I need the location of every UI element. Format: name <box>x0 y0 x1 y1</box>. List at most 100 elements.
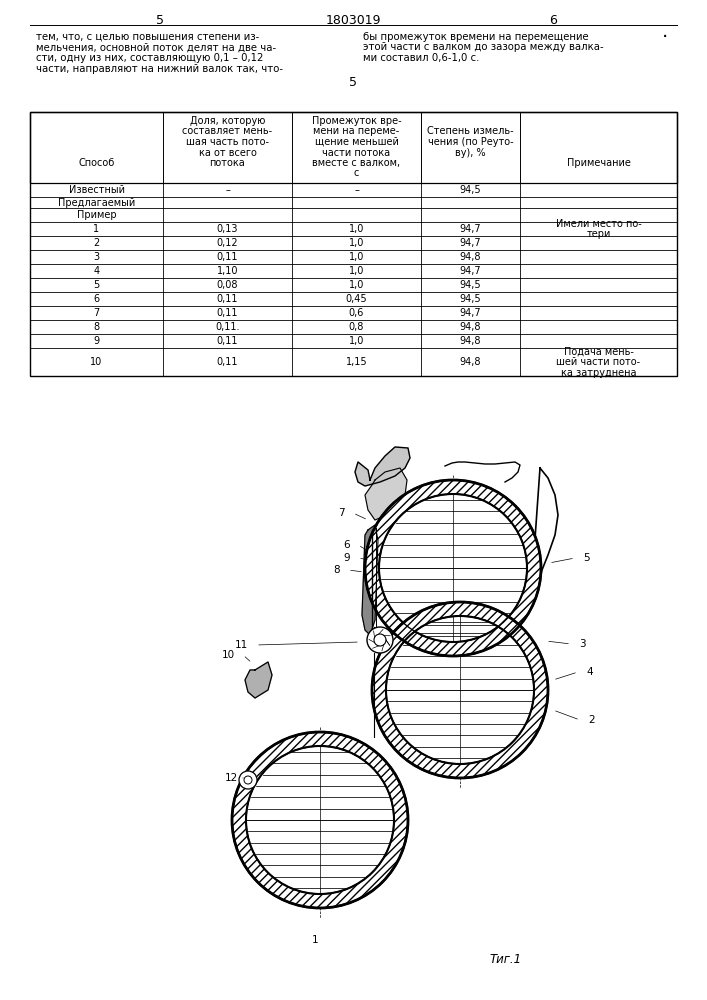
Text: чения (по Реуто-: чения (по Реуто- <box>428 137 513 147</box>
Circle shape <box>374 634 386 646</box>
Text: 2: 2 <box>93 238 100 248</box>
Text: 8: 8 <box>334 565 340 575</box>
Text: 94,7: 94,7 <box>460 238 481 248</box>
Text: 8: 8 <box>93 322 100 332</box>
Text: 94,5: 94,5 <box>460 280 481 290</box>
Text: 1,0: 1,0 <box>349 266 364 276</box>
Text: 12: 12 <box>225 773 238 783</box>
Text: 0,45: 0,45 <box>346 294 368 304</box>
Text: 1,15: 1,15 <box>346 357 368 367</box>
Text: части потока: части потока <box>322 147 390 157</box>
Text: 7: 7 <box>93 308 100 318</box>
Text: 0,13: 0,13 <box>217 224 238 234</box>
Text: бы промежуток времени на перемещение: бы промежуток времени на перемещение <box>363 32 589 42</box>
Text: тери: тери <box>586 229 611 239</box>
Circle shape <box>246 746 394 894</box>
Text: ка затруднена: ка затруднена <box>561 367 636 377</box>
Text: щение меньшей: щение меньшей <box>315 137 399 147</box>
Text: ·: · <box>662 28 668 47</box>
Text: 10: 10 <box>90 357 103 367</box>
Text: части, направляют на нижний валок так, что-: части, направляют на нижний валок так, ч… <box>36 64 283 74</box>
Text: 4: 4 <box>93 266 100 276</box>
Text: 0,11: 0,11 <box>217 308 238 318</box>
Text: –: – <box>225 185 230 195</box>
Text: Степень измель-: Степень измель- <box>427 126 514 136</box>
Text: мени на переме-: мени на переме- <box>313 126 399 136</box>
Text: 5: 5 <box>93 280 100 290</box>
Text: 0,11.: 0,11. <box>215 322 240 332</box>
Text: ми составил 0,6-1,0 с.: ми составил 0,6-1,0 с. <box>363 53 479 63</box>
Text: шей части пото-: шей части пото- <box>556 357 641 367</box>
Text: 9: 9 <box>344 553 350 563</box>
Text: Τиг.1: Τиг.1 <box>490 953 522 966</box>
Text: вместе с валком,: вместе с валком, <box>312 158 401 168</box>
Text: 5: 5 <box>583 553 590 563</box>
Text: 1,0: 1,0 <box>349 280 364 290</box>
Text: 5: 5 <box>349 76 357 89</box>
Text: с: с <box>354 168 359 178</box>
Text: 94,7: 94,7 <box>460 224 481 234</box>
Text: 94,8: 94,8 <box>460 357 481 367</box>
Text: Имели место по-: Имели место по- <box>556 219 641 229</box>
Text: 0,12: 0,12 <box>216 238 238 248</box>
Text: –: – <box>354 185 359 195</box>
Text: 0,11: 0,11 <box>217 357 238 367</box>
Text: 1,0: 1,0 <box>349 252 364 262</box>
Text: 94,5: 94,5 <box>460 185 481 195</box>
Text: 4: 4 <box>586 667 592 677</box>
Circle shape <box>244 776 252 784</box>
Text: 94,7: 94,7 <box>460 308 481 318</box>
Text: 6: 6 <box>549 14 557 27</box>
Text: 1: 1 <box>93 224 100 234</box>
Text: ву), %: ву), % <box>455 147 486 157</box>
Text: 2: 2 <box>588 715 595 725</box>
Text: Известный: Известный <box>69 185 124 195</box>
Text: этой части с валком до зазора между валка-: этой части с валком до зазора между валк… <box>363 42 604 52</box>
Text: 0,6: 0,6 <box>349 308 364 318</box>
Text: 3: 3 <box>93 252 100 262</box>
Polygon shape <box>365 468 407 520</box>
Text: тем, что, с целью повышения степени из-: тем, что, с целью повышения степени из- <box>36 32 259 42</box>
Text: Подача мень-: Подача мень- <box>563 347 633 357</box>
Text: 1,0: 1,0 <box>349 238 364 248</box>
Circle shape <box>379 494 527 642</box>
Text: 94,8: 94,8 <box>460 322 481 332</box>
Circle shape <box>386 616 534 764</box>
Text: 6: 6 <box>344 540 350 550</box>
Text: 0,8: 0,8 <box>349 322 364 332</box>
Text: 1803019: 1803019 <box>325 14 381 27</box>
Polygon shape <box>245 662 272 698</box>
Text: 9: 9 <box>93 336 100 346</box>
Bar <box>30 112 677 183</box>
Text: 0,11: 0,11 <box>217 252 238 262</box>
Text: 1,0: 1,0 <box>349 224 364 234</box>
Text: ка от всего: ка от всего <box>199 147 257 157</box>
Text: 94,8: 94,8 <box>460 336 481 346</box>
Text: составляет мень-: составляет мень- <box>182 126 273 136</box>
Bar <box>30 112 677 376</box>
Circle shape <box>367 627 393 653</box>
Text: Примечание: Примечание <box>566 158 631 168</box>
Circle shape <box>239 771 257 789</box>
Text: Способ: Способ <box>78 158 115 168</box>
Text: 5: 5 <box>156 14 164 27</box>
Text: 1,10: 1,10 <box>217 266 238 276</box>
Text: потока: потока <box>209 158 245 168</box>
Text: шая часть пото-: шая часть пото- <box>186 137 269 147</box>
Text: сти, одну из них, составляющую 0,1 – 0,12: сти, одну из них, составляющую 0,1 – 0,1… <box>36 53 264 63</box>
Text: Пример: Пример <box>76 210 117 220</box>
Text: 10: 10 <box>222 650 235 660</box>
Polygon shape <box>362 525 378 635</box>
Text: 94,7: 94,7 <box>460 266 481 276</box>
Text: 11: 11 <box>235 640 248 650</box>
Text: 94,5: 94,5 <box>460 294 481 304</box>
Text: Доля, которую: Доля, которую <box>189 116 265 126</box>
Text: 0,11: 0,11 <box>217 294 238 304</box>
Text: 0,11: 0,11 <box>217 336 238 346</box>
Text: 3: 3 <box>579 639 585 649</box>
Text: 1: 1 <box>312 935 318 945</box>
Text: 1,0: 1,0 <box>349 336 364 346</box>
Text: мельчения, основной поток делят на две ча-: мельчения, основной поток делят на две ч… <box>36 42 276 52</box>
Text: Предлагаемый: Предлагаемый <box>58 198 135 208</box>
Text: 6: 6 <box>93 294 100 304</box>
